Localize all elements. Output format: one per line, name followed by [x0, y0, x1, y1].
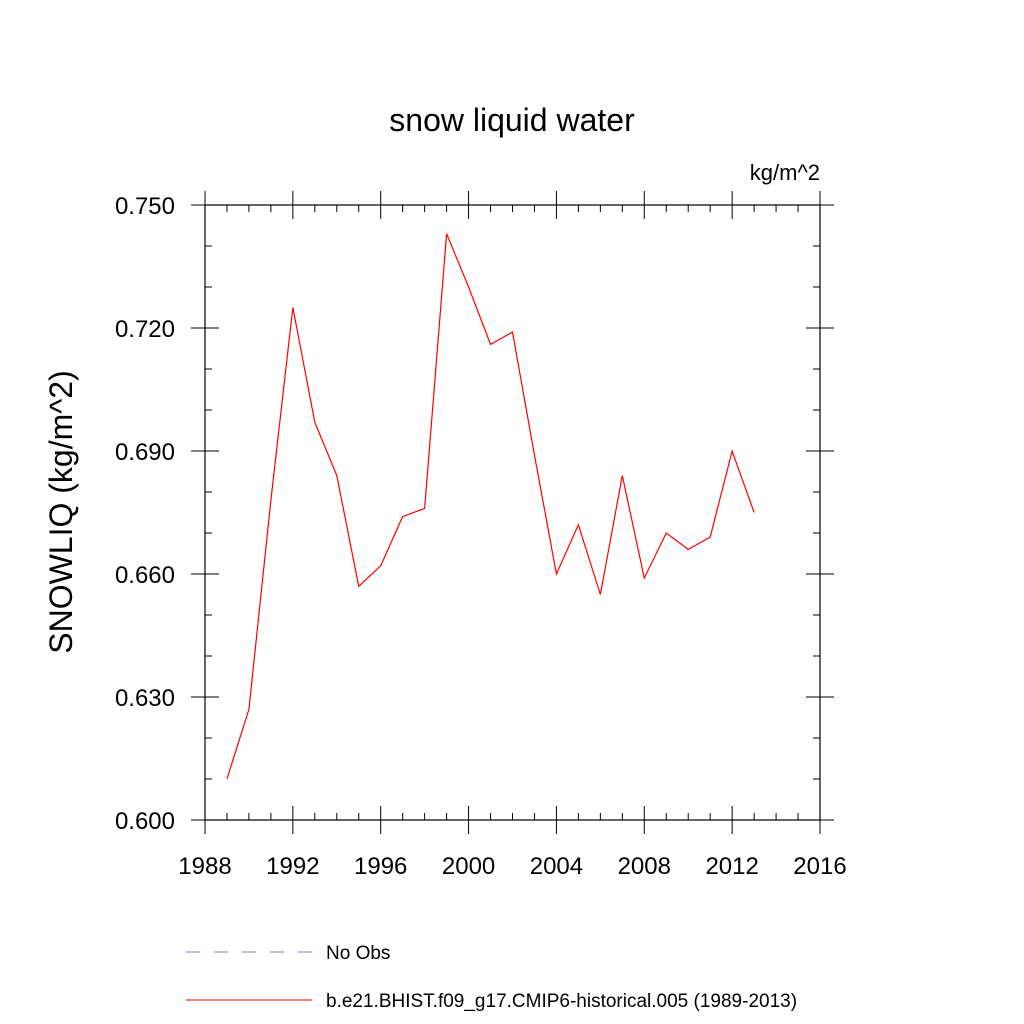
x-tick-label: 2016: [793, 853, 846, 880]
x-tick-labels: 1988 1992 1996 2000 2004 2008 2012 2016: [178, 853, 846, 880]
x-tick-label: 2012: [705, 853, 758, 880]
x-tick-label: 2000: [442, 853, 495, 880]
x-tick-label: 1996: [354, 853, 407, 880]
series-line: [226, 233, 755, 780]
y-tick-labels: 0.600 0.630 0.660 0.690 0.720 0.750: [115, 193, 175, 835]
y-tick-label: 0.600: [115, 808, 175, 835]
chart-title: snow liquid water: [389, 102, 635, 138]
y-tick-label: 0.690: [115, 439, 175, 466]
series-lines: [226, 233, 755, 780]
major-ticks: [191, 191, 834, 834]
y-axis-label: SNOWLIQ (kg/m^2): [43, 370, 79, 653]
y-tick-label: 0.720: [115, 316, 175, 343]
legend-label: b.e21.BHIST.f09_g17.CMIP6-historical.005…: [326, 991, 797, 1012]
x-tick-label: 1992: [266, 853, 319, 880]
plot-frame: [204, 204, 821, 821]
y-tick-label: 0.660: [115, 562, 175, 589]
units-label: kg/m^2: [750, 160, 820, 185]
x-tick-label: 2008: [618, 853, 671, 880]
legend: No Obs b.e21.BHIST.f09_g17.CMIP6-historic…: [186, 943, 797, 1012]
minor-ticks: [205, 205, 820, 820]
y-tick-label: 0.630: [115, 685, 175, 712]
x-tick-label: 2004: [530, 853, 583, 880]
legend-label: No Obs: [326, 943, 390, 964]
y-tick-label: 0.750: [115, 193, 175, 220]
x-tick-label: 1988: [178, 853, 231, 880]
